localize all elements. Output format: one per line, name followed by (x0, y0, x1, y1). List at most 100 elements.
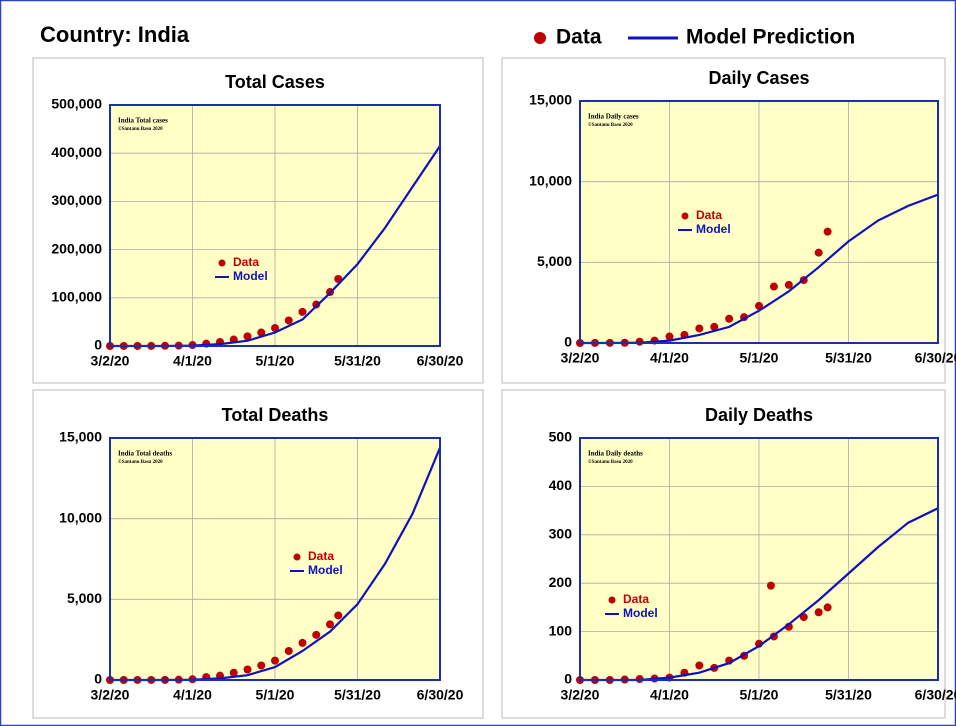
plot-border (579, 437, 939, 681)
y-tick-label: 200,000 (51, 240, 102, 256)
plot-border (109, 104, 441, 347)
data-point (257, 328, 266, 337)
chart-title: Daily Deaths (705, 405, 813, 425)
data-point (312, 630, 321, 639)
data-point (243, 332, 252, 341)
y-tick-label: 5,000 (537, 253, 572, 269)
legend-dot (534, 32, 546, 44)
x-tick-label: 5/31/20 (825, 350, 872, 366)
x-tick-label: 3/2/20 (91, 687, 130, 703)
y-tick-label: 0 (94, 337, 102, 353)
data-point (725, 314, 734, 323)
legend-label: Data (233, 255, 259, 269)
legend-dot (293, 553, 301, 561)
y-tick-label: 300,000 (51, 192, 102, 208)
data-point (229, 668, 238, 677)
y-tick-label: 300 (549, 526, 573, 542)
chart-note: India Daily cases (588, 113, 639, 121)
chart-note: India Total deaths (118, 450, 172, 458)
data-point (755, 301, 763, 310)
y-tick-label: 100,000 (51, 289, 102, 305)
x-tick-label: 3/2/20 (561, 350, 600, 366)
legend-label: Model (308, 563, 343, 577)
data-point (695, 661, 704, 670)
data-point (695, 324, 704, 333)
x-tick-label: 3/2/20 (561, 687, 600, 703)
data-point (710, 322, 719, 331)
chart-credit: ©Santanu Basu 2020 (118, 126, 163, 132)
data-point (284, 316, 293, 325)
legend-label: Model Prediction (686, 26, 855, 49)
chart-title: Total Cases (225, 72, 325, 92)
y-tick-label: 10,000 (59, 509, 102, 525)
x-tick-label: 5/31/20 (334, 687, 381, 703)
x-tick-label: 6/30/20 (417, 353, 464, 369)
data-point (814, 608, 823, 617)
legend-label: Model (696, 222, 731, 236)
data-point (334, 611, 343, 620)
y-tick-label: 15,000 (59, 429, 102, 445)
chart-note: India Total cases (118, 117, 168, 125)
y-tick-label: 200 (549, 574, 573, 590)
data-point (298, 307, 307, 316)
x-tick-label: 5/1/20 (256, 353, 295, 369)
x-tick-label: 5/31/20 (334, 353, 381, 369)
x-tick-label: 4/1/20 (173, 353, 212, 369)
data-point (271, 656, 279, 665)
data-point (823, 603, 832, 612)
y-tick-label: 0 (564, 334, 572, 350)
data-point (769, 282, 778, 291)
data-point (284, 646, 293, 655)
x-tick-label: 5/1/20 (256, 687, 295, 703)
y-tick-label: 500 (549, 429, 573, 445)
chart-credit: ©Santanu Basu 2020 (118, 459, 163, 465)
y-tick-label: 400 (549, 477, 573, 493)
x-tick-label: 4/1/20 (173, 687, 212, 703)
y-tick-label: 5,000 (67, 590, 102, 606)
y-tick-label: 0 (564, 671, 572, 687)
legend-label: Data (556, 26, 602, 49)
data-point (271, 324, 279, 333)
plot-border (579, 100, 939, 344)
chart-note: India Daily deaths (588, 450, 643, 458)
x-tick-label: 6/30/20 (417, 687, 464, 703)
y-tick-label: 500,000 (51, 96, 102, 112)
legend-dot (218, 259, 226, 267)
chart-credit: ©Santanu Basu 2020 (588, 122, 633, 128)
y-tick-label: 400,000 (51, 144, 102, 160)
legend-dot (608, 596, 616, 604)
y-tick-label: 0 (94, 671, 102, 687)
data-point (814, 248, 823, 257)
x-tick-label: 4/1/20 (650, 350, 689, 366)
chart-title: Daily Cases (708, 68, 809, 88)
legend-label: Data (623, 592, 649, 606)
page-title: Country: India (40, 22, 190, 47)
legend-dot (681, 212, 689, 220)
data-point (257, 661, 266, 670)
x-tick-label: 6/30/20 (915, 687, 956, 703)
x-tick-label: 4/1/20 (650, 687, 689, 703)
data-point (298, 638, 307, 647)
data-point (326, 620, 334, 629)
data-point (243, 665, 252, 674)
legend-label: Model (623, 606, 658, 620)
y-tick-label: 100 (549, 622, 573, 638)
x-tick-label: 3/2/20 (91, 353, 130, 369)
x-tick-label: 5/1/20 (740, 350, 779, 366)
legend-label: Data (308, 549, 334, 563)
x-tick-label: 5/1/20 (740, 687, 779, 703)
legend-label: Model (233, 269, 268, 283)
chart-credit: ©Santanu Basu 2020 (588, 459, 633, 465)
data-point (784, 280, 793, 289)
legend-label: Data (696, 208, 722, 222)
data-point (823, 227, 832, 236)
y-tick-label: 10,000 (529, 172, 572, 188)
data-point (766, 581, 775, 590)
chart-title: Total Deaths (222, 405, 329, 425)
plot-border (109, 437, 441, 681)
data-point (665, 332, 674, 341)
x-tick-label: 5/31/20 (825, 687, 872, 703)
y-tick-label: 15,000 (529, 92, 572, 108)
